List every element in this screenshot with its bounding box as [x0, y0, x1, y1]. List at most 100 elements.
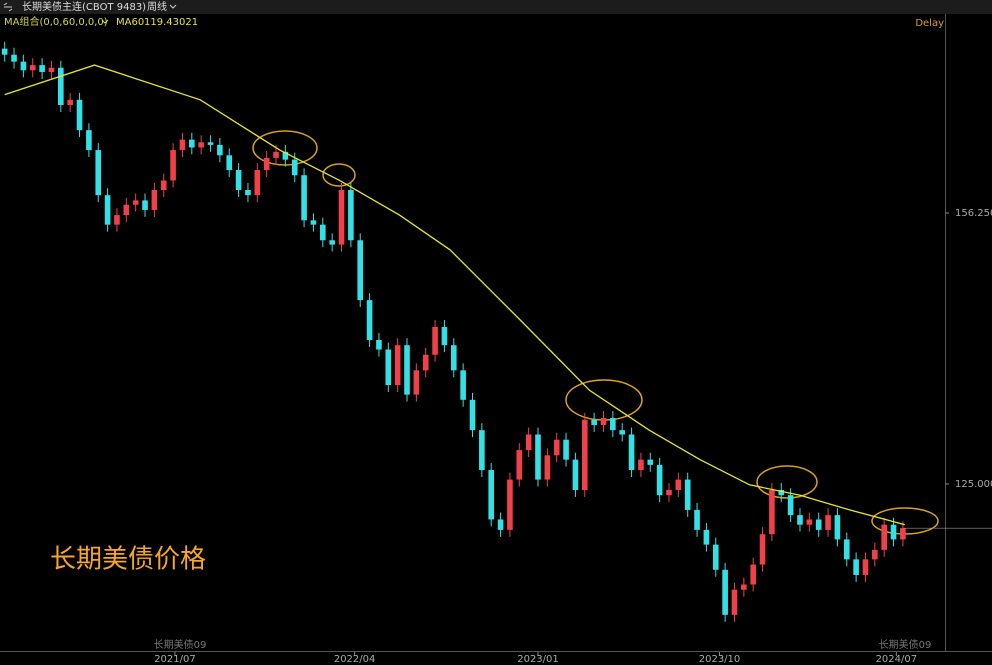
candle-body — [778, 489, 785, 496]
candle-body — [638, 459, 644, 471]
candle-body — [825, 515, 831, 530]
ma-name: MA60 — [116, 17, 144, 28]
candle-body — [787, 495, 794, 516]
candle-body — [507, 479, 513, 530]
candle-body — [806, 519, 813, 525]
candle-body — [132, 200, 139, 205]
candle-body — [666, 489, 672, 496]
candle-body — [301, 175, 307, 221]
candle-body — [675, 479, 682, 490]
candle-body — [469, 399, 476, 431]
candle-body — [525, 434, 532, 451]
x-tick-label: 2022/04 — [334, 654, 376, 665]
candle-body — [160, 180, 167, 190]
candle-body — [722, 569, 728, 615]
candle-body — [422, 354, 429, 371]
candle-body — [282, 151, 289, 160]
highlight-circle — [756, 465, 818, 499]
candle-body — [628, 434, 635, 471]
candle-body — [797, 515, 803, 525]
ma-value: 119.43021 — [144, 17, 198, 28]
candle-body — [329, 240, 335, 245]
candle-body — [310, 220, 317, 225]
candle-body — [516, 450, 523, 480]
delay-status: Delay — [915, 18, 944, 29]
candle-body — [619, 430, 626, 435]
candle-body — [479, 430, 485, 471]
candle-body — [563, 439, 569, 460]
plot — [1, 41, 906, 622]
candle-body — [900, 528, 906, 540]
contract-label: 长期美债09 — [154, 638, 207, 651]
y-tick-label: 125.0000 — [955, 479, 992, 490]
candle-body — [385, 349, 392, 386]
candle-body — [815, 519, 822, 530]
candle-body — [432, 326, 438, 355]
candle-body — [862, 559, 869, 575]
candle-body — [338, 189, 345, 245]
candle-body — [207, 142, 214, 145]
candle-body — [394, 345, 401, 386]
candle-body — [843, 539, 850, 560]
period-dropdown[interactable] — [169, 4, 177, 9]
candle-body — [291, 159, 298, 176]
candle-body — [48, 67, 55, 73]
candle-body — [357, 240, 364, 301]
candle-body — [488, 470, 495, 520]
candle-body — [581, 419, 588, 490]
candle-body — [142, 200, 148, 210]
candle-body — [151, 189, 158, 210]
candle-body — [497, 519, 504, 530]
candle-body — [404, 345, 410, 395]
candle-body — [39, 65, 45, 73]
candle-body — [366, 300, 373, 340]
candle-body — [872, 549, 878, 560]
candle-body — [703, 529, 710, 545]
candle-body — [413, 370, 420, 395]
x-tick-label: 2023/01 — [517, 654, 559, 665]
x-tick-label: 2024/07 — [876, 654, 918, 665]
candle-body — [610, 418, 616, 431]
title-bar — [0, 0, 992, 14]
candle-body — [273, 151, 279, 158]
candle-body — [20, 61, 27, 71]
candle-body — [29, 65, 36, 71]
candle-body — [853, 559, 859, 575]
candle-body — [76, 99, 83, 131]
candle-body — [712, 544, 719, 570]
ma-dropdown[interactable] — [101, 19, 109, 24]
switch-icon[interactable] — [3, 2, 13, 12]
candle-body — [217, 144, 223, 156]
candle-body — [235, 170, 242, 190]
candle-body — [553, 439, 560, 456]
candle-body — [348, 189, 354, 241]
candle-body — [535, 434, 541, 480]
period[interactable]: 周线 — [147, 0, 167, 13]
candle-body — [179, 139, 186, 151]
candle-body — [647, 459, 654, 465]
candle-body — [189, 139, 195, 148]
candle-body — [226, 155, 233, 171]
candle-body — [95, 150, 102, 196]
candle-body — [460, 370, 466, 400]
contract-title[interactable]: 长期美债主连(CBOT 9483) — [22, 0, 146, 13]
candle-body — [741, 584, 747, 590]
candle-body — [319, 224, 326, 241]
candle-body — [254, 170, 261, 196]
candle-body — [11, 54, 17, 62]
candle-body — [890, 524, 897, 540]
candle-body — [104, 195, 111, 225]
candle-body — [245, 189, 251, 196]
candle-body — [881, 524, 887, 550]
highlight-circle — [322, 163, 356, 187]
candle-body — [769, 489, 775, 535]
candle-body — [834, 515, 841, 540]
candle-body — [67, 99, 73, 106]
ma-settings[interactable]: MA组合(0,0,60,0,0,0) — [4, 15, 108, 28]
candle-body — [759, 534, 766, 565]
contract-label: 长期美债09 — [879, 638, 932, 651]
candle-body — [114, 215, 120, 225]
annotation: 长期美债价格 — [50, 545, 206, 575]
candle-body — [544, 455, 551, 480]
